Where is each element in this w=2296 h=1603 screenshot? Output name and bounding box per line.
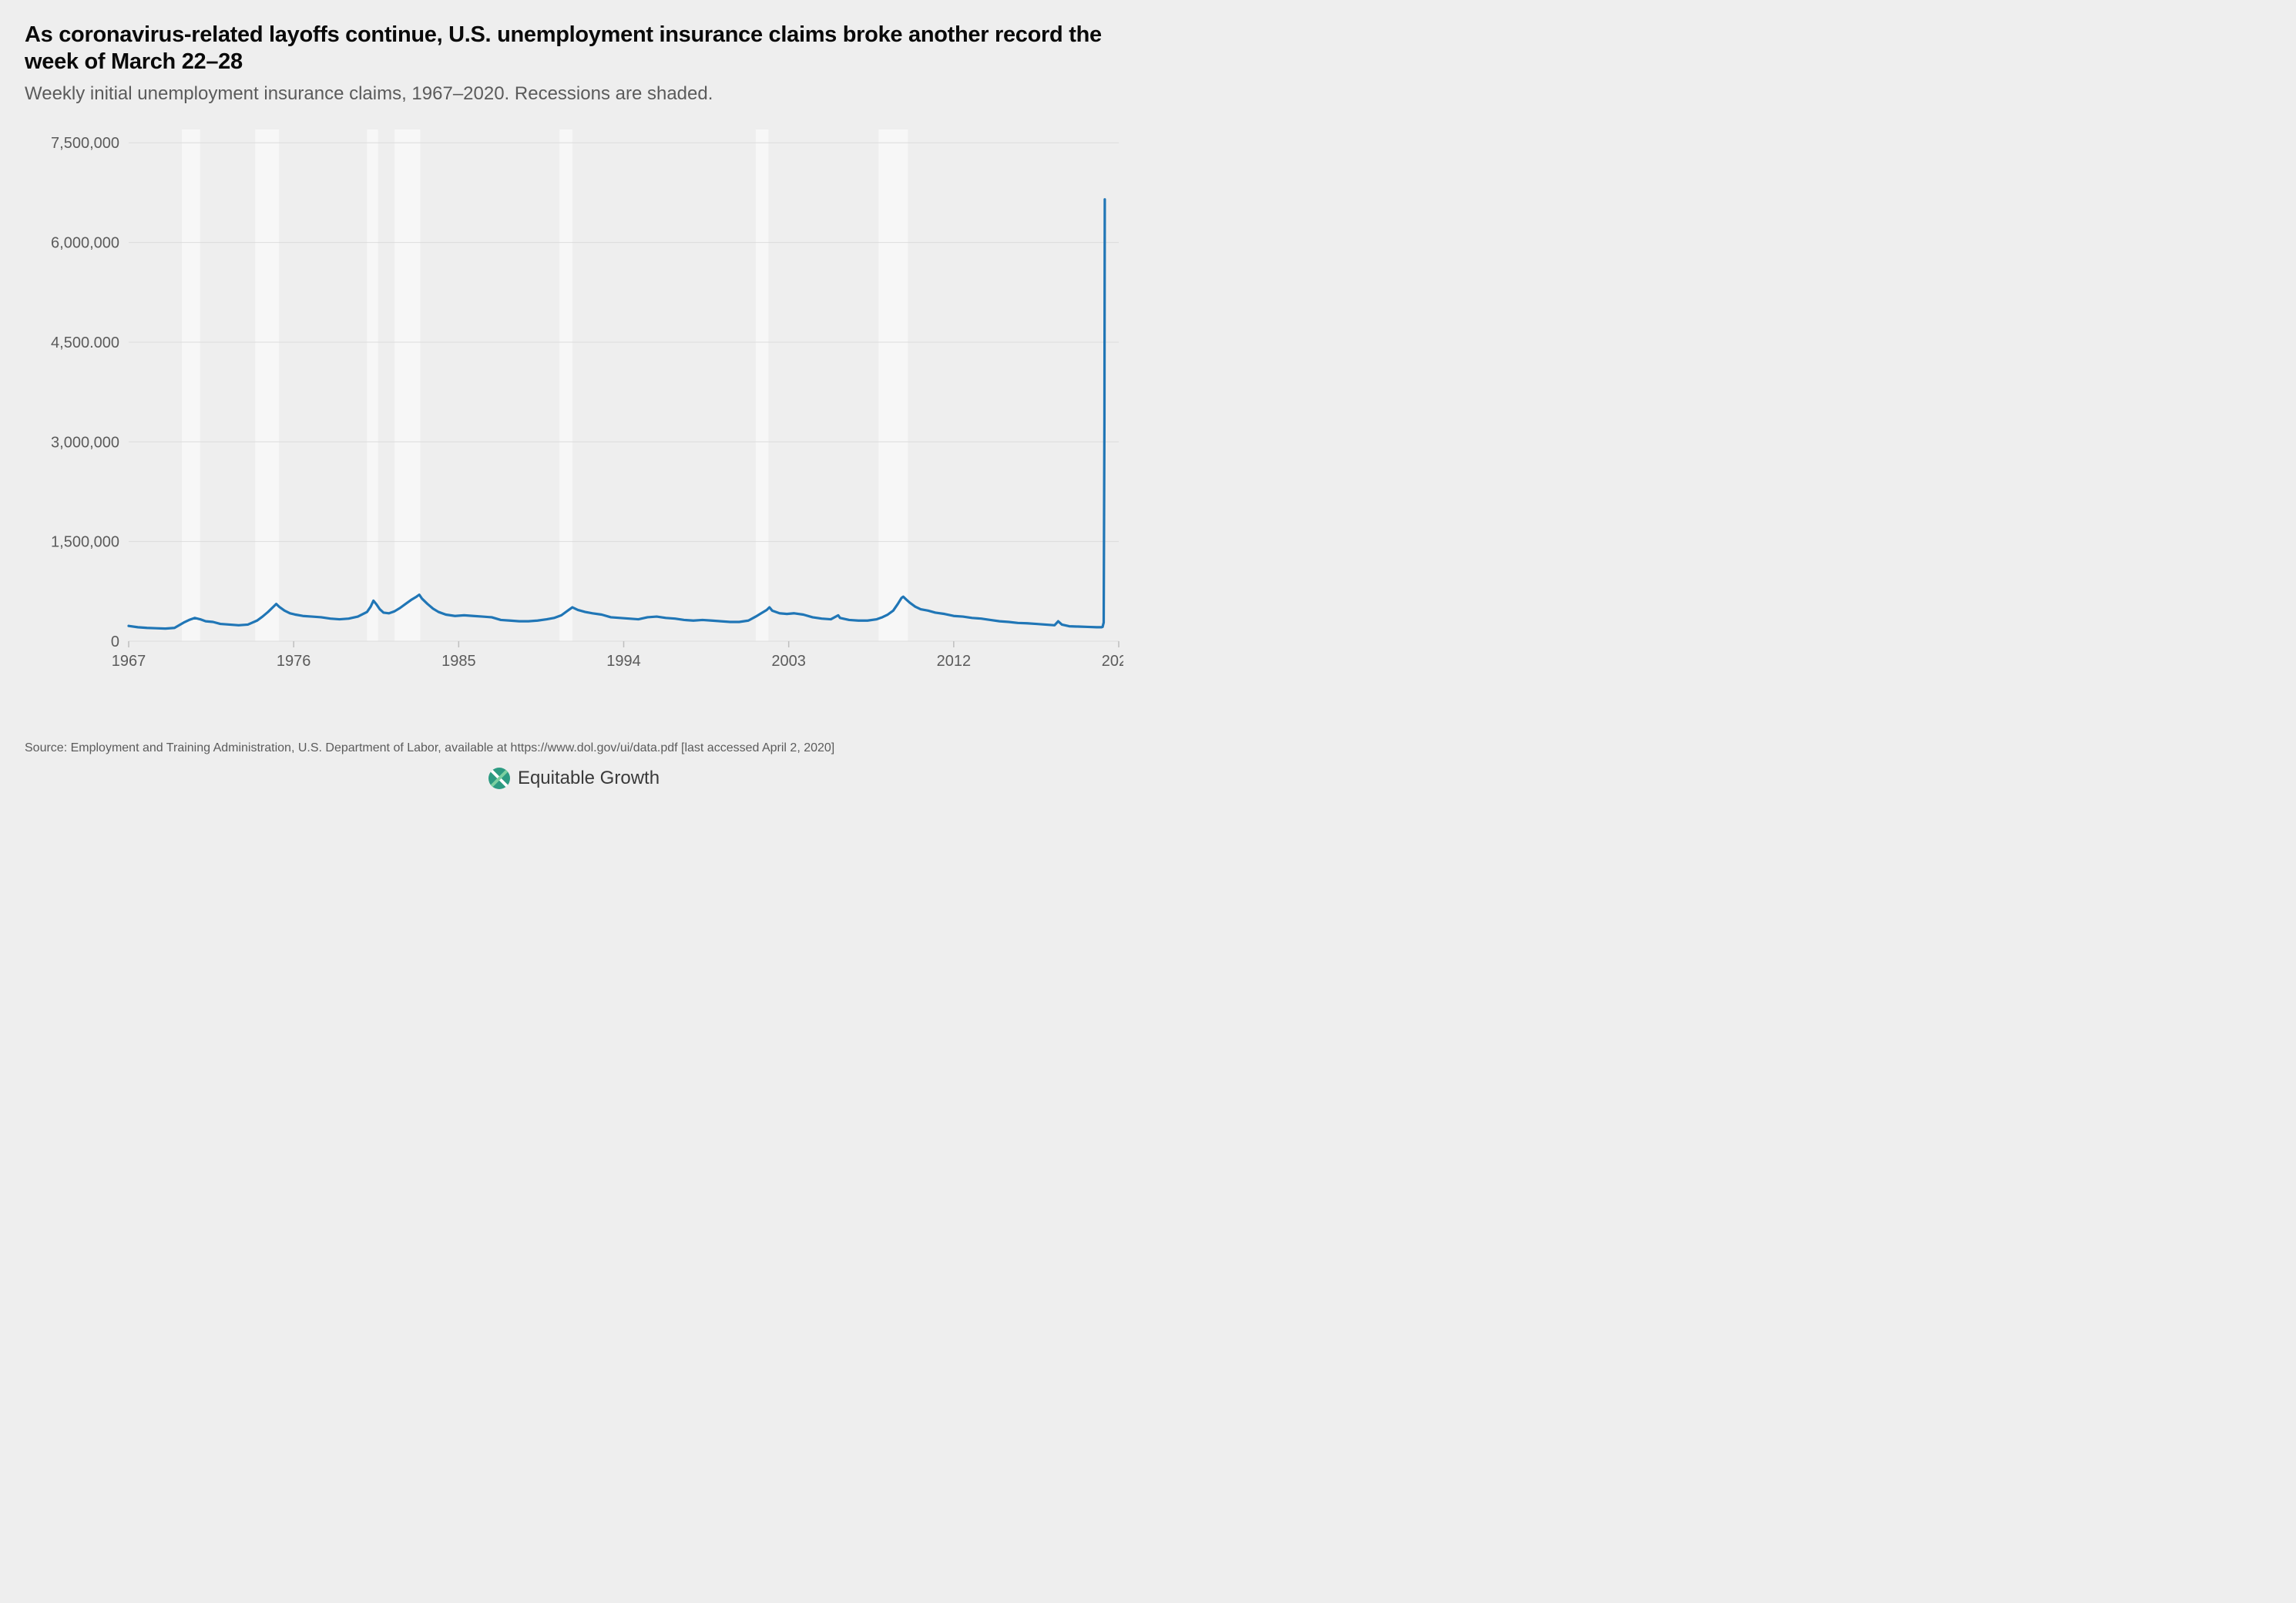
chart-title: As coronavirus-related layoffs continue,…	[25, 22, 1123, 76]
x-tick-label: 2012	[937, 653, 972, 670]
recession-band	[255, 129, 279, 641]
y-tick-label: 7,500,000	[51, 135, 119, 152]
recession-band	[756, 129, 769, 641]
recession-band	[878, 129, 908, 641]
recession-band	[394, 129, 420, 641]
chart-area: 0 1,500,000 3,000,000 4,500.000 6,000,000 7,5…	[25, 122, 1123, 730]
recession-band	[182, 129, 200, 641]
y-tick-label: 4,500.000	[51, 334, 119, 351]
y-tick-label: 3,000,000	[51, 434, 119, 451]
x-tick-label: 1967	[112, 653, 146, 670]
recession-band	[367, 129, 378, 641]
brand-name: Equitable Growth	[518, 768, 660, 789]
x-tick-label: 1976	[277, 653, 311, 670]
y-tick-label: 1,500,000	[51, 533, 119, 550]
y-tick-label: 6,000,000	[51, 234, 119, 251]
y-tick-label: 0	[111, 633, 119, 650]
x-tick-label: 2021	[1102, 653, 1123, 670]
line-chart-svg: 0 1,500,000 3,000,000 4,500.000 6,000,000 7,5…	[25, 122, 1123, 677]
brand-logo: Equitable Growth	[25, 768, 1123, 789]
recession-band	[559, 129, 572, 641]
source-citation: Source: Employment and Training Administ…	[25, 740, 1123, 757]
x-tick-label: 2003	[771, 653, 806, 670]
chart-subtitle: Weekly initial unemployment insurance cl…	[25, 83, 1123, 105]
x-tick-label: 1994	[606, 653, 641, 670]
x-tick-label: 1985	[441, 653, 476, 670]
equitable-growth-icon	[488, 768, 510, 789]
